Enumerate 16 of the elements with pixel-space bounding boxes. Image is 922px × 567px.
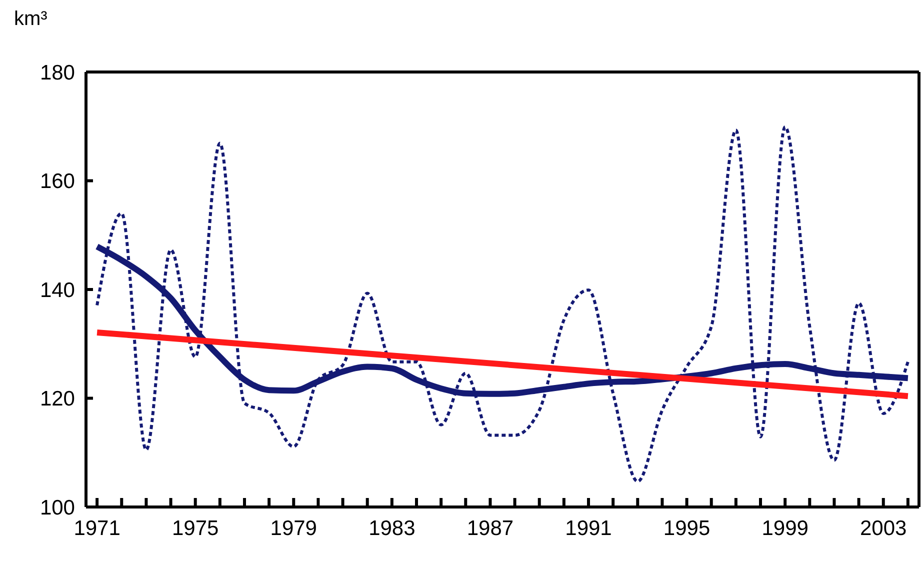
x-tick-label: 1999 <box>762 516 808 540</box>
line-series <box>96 125 910 483</box>
x-tick-label: 1975 <box>172 516 219 540</box>
y-tick-label: 120 <box>40 388 75 411</box>
x-tick-label: 2003 <box>860 516 907 540</box>
y-tick-label: 180 <box>40 61 75 84</box>
x-tick-label: 1979 <box>270 516 317 540</box>
y-axis-title: km³ <box>14 8 48 31</box>
x-tick-label: 1991 <box>565 516 612 540</box>
x-tick-label: 1987 <box>466 516 514 540</box>
x-tick-label: 1995 <box>663 516 710 540</box>
x-tick-label: 1983 <box>368 516 416 540</box>
y-tick-label: 140 <box>40 278 75 302</box>
y-tick-label: 100 <box>40 496 75 520</box>
y-tick-label: 160 <box>40 170 75 194</box>
x-tick-label: 1971 <box>74 516 120 540</box>
